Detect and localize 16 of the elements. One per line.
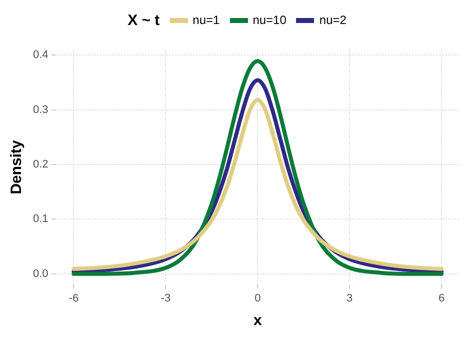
x-tick-label: 6 <box>438 292 445 304</box>
legend-label: nu=1 <box>192 13 220 27</box>
x-axis-title: x <box>253 312 262 330</box>
y-tick-label: 0.3 <box>32 104 48 116</box>
y-tick-label: 0.1 <box>32 213 48 226</box>
y-axis-title: Density <box>8 139 26 194</box>
legend-label: nu=10 <box>252 13 286 27</box>
y-tick-label: 0.4 <box>32 49 48 62</box>
legend-title: X ~ t <box>128 12 160 28</box>
x-tick-label: 3 <box>346 292 353 304</box>
legend-label: nu=2 <box>319 13 346 27</box>
x-tick-label: -3 <box>160 292 171 304</box>
x-tick-label: -6 <box>68 292 79 304</box>
x-tick-label: 0 <box>254 292 261 304</box>
y-tick-label: 0.0 <box>32 268 48 280</box>
y-tick-label: 0.2 <box>32 158 48 170</box>
